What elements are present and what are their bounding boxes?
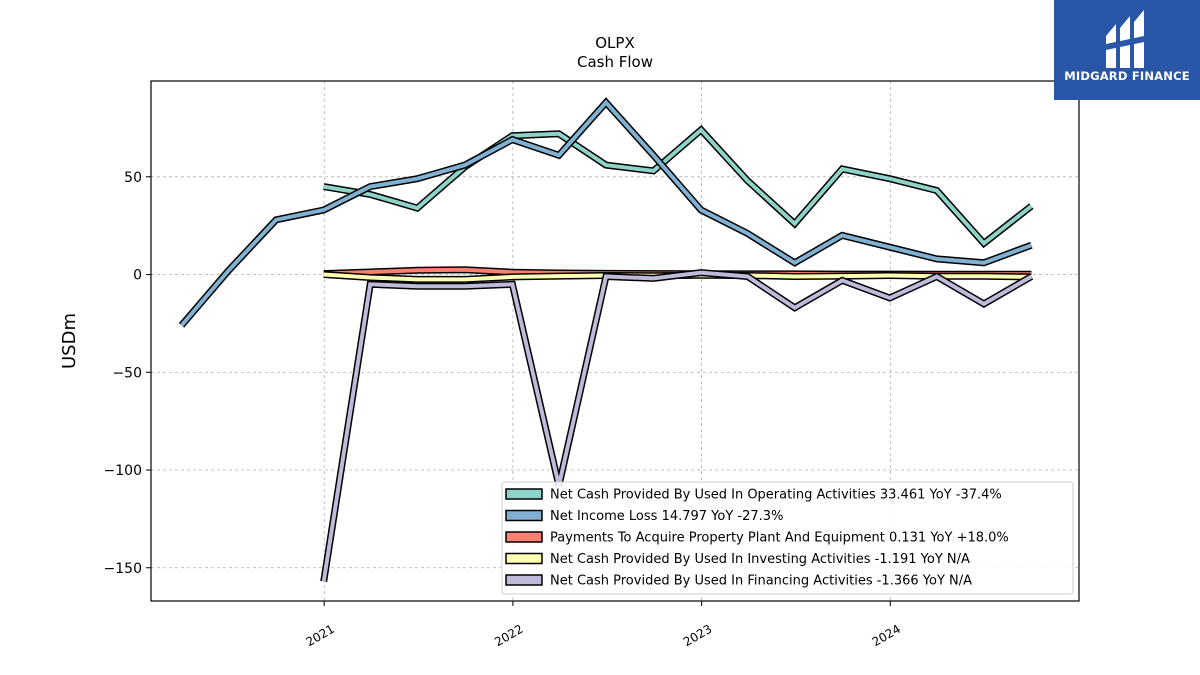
x-tick-label: 2022 xyxy=(492,622,525,649)
series-line xyxy=(321,270,1033,582)
legend-swatch xyxy=(505,531,543,543)
legend-label: Net Cash Provided By Used In Investing A… xyxy=(550,552,970,567)
series-4 xyxy=(320,269,1034,583)
series-layer xyxy=(178,97,1034,583)
legend-swatch xyxy=(505,552,543,565)
y-tick-label: −50 xyxy=(112,365,142,381)
legend-label: Payments To Acquire Property Plant And E… xyxy=(550,531,1009,546)
series-0 xyxy=(323,125,1034,249)
y-axis-label: USDm xyxy=(59,313,80,369)
legend-swatch xyxy=(505,574,543,586)
chart-subtitle: Cash Flow xyxy=(577,53,653,71)
series-line xyxy=(179,99,1033,327)
y-tick-label: 0 xyxy=(133,268,142,284)
legend-swatch xyxy=(505,488,543,500)
y-tick-label: −150 xyxy=(104,561,142,577)
midgard-finance-logo: MIDGARD FINANCE xyxy=(1054,0,1200,100)
legend: Net Cash Provided By Used In Operating A… xyxy=(501,481,1074,595)
plot-frame xyxy=(150,80,1080,602)
x-tick-label: 2024 xyxy=(870,622,903,649)
legend-label: Net Income Loss 14.797 YoY -27.3% xyxy=(550,509,783,524)
brand-name: MIDGARD FINANCE xyxy=(1064,69,1190,83)
logo-mark-icon xyxy=(1106,10,1144,68)
legend-box xyxy=(501,481,1074,595)
y-axis: 50 0 −50 −100 −150 xyxy=(104,170,151,577)
legend-label: Net Cash Provided By Used In Financing A… xyxy=(550,574,972,589)
series-line xyxy=(323,127,1033,247)
series-1 xyxy=(178,97,1033,328)
legend-swatch xyxy=(505,509,543,522)
y-tick-label: −100 xyxy=(104,463,142,479)
legend-label: Net Cash Provided By Used In Operating A… xyxy=(550,488,1002,503)
y-tick-label: 50 xyxy=(124,170,142,186)
x-tick-label: 2023 xyxy=(681,622,714,649)
chart-title: OLPX xyxy=(595,34,635,52)
x-axis: 2021 2022 2023 2024 xyxy=(303,601,903,649)
x-tick-label: 2021 xyxy=(303,622,336,649)
